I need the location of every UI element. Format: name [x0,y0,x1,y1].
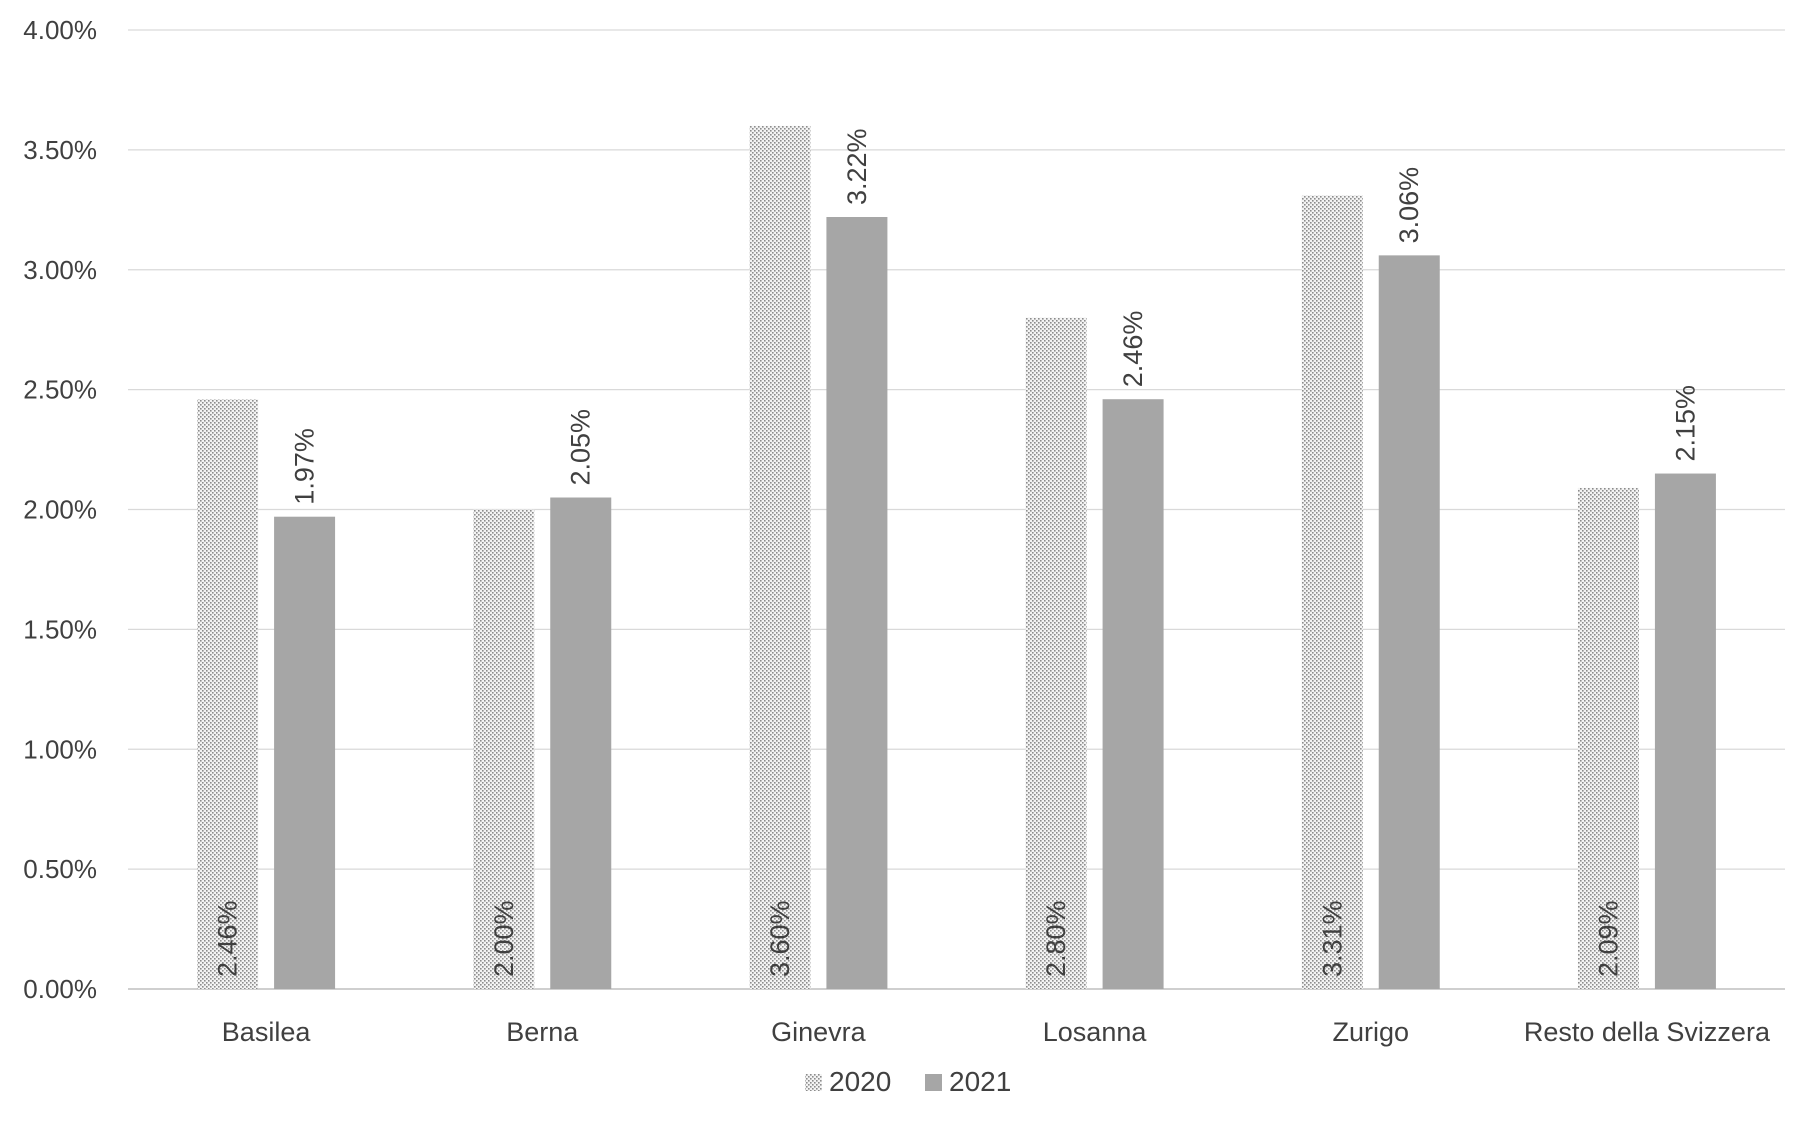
data-label: 2.46% [213,900,243,977]
data-labels: 2.46% 1.97% 2.00% 2.05% 3.60% 3.22% 2.80% 2.46%… [213,128,1701,977]
data-label: 3.31% [1317,900,1347,977]
data-label: 3.06% [1394,167,1424,244]
y-tick-label: 2.00% [23,495,97,525]
x-axis-ticks: Basilea Berna Ginevra Losanna Zurigo Resto de… [222,1017,1771,1047]
y-tick-label: 3.50% [23,135,97,165]
bar-2021-losanna [1102,399,1164,990]
data-label: 2.09% [1593,900,1623,977]
bar-2021-berna [550,497,612,989]
data-label: 2.80% [1041,900,1071,977]
bar-2020-basilea [197,399,259,990]
data-label: 2.15% [1670,385,1700,462]
y-tick-label: 0.50% [23,854,97,884]
legend-swatch-2020 [805,1074,822,1091]
gridlines [128,29,1785,990]
y-tick-label: 1.00% [23,734,97,764]
bar-2021-basilea [274,516,336,989]
data-label: 1.97% [290,428,320,505]
x-tick-label: Losanna [1043,1017,1148,1047]
x-tick-label: Zurigo [1332,1017,1409,1047]
data-label: 3.60% [765,900,795,977]
data-label: 2.05% [566,409,596,486]
data-label: 2.00% [489,900,519,977]
legend: 2020 2021 [805,1066,1011,1097]
bar-2021-resto-della-svizzera [1654,473,1716,990]
legend-label-2020: 2020 [829,1066,891,1097]
y-tick-label: 3.00% [23,255,97,285]
legend-label-2021: 2021 [949,1066,1011,1097]
data-label: 3.22% [842,128,872,205]
bar-2020-ginevra [749,125,811,989]
bar-2020-losanna [1025,317,1087,989]
bars [197,125,1716,990]
y-tick-label: 0.00% [23,974,97,1004]
x-tick-label: Resto della Svizzera [1524,1017,1771,1047]
y-tick-label: 1.50% [23,614,97,644]
bar-2021-ginevra [826,217,888,989]
data-label: 2.46% [1118,311,1148,388]
bar-2020-resto-della-svizzera [1577,487,1639,989]
legend-swatch-2021 [925,1074,942,1091]
bar-2020-zurigo [1301,195,1363,990]
bar-2021-zurigo [1378,255,1440,990]
x-tick-label: Basilea [222,1017,312,1047]
x-tick-label: Berna [506,1017,579,1047]
y-axis-ticks: 0.00% 0.50% 1.00% 1.50% 2.00% 2.50% 3.00% 3.50%… [23,15,97,1004]
bar-2020-berna [473,509,535,989]
y-tick-label: 4.00% [23,15,97,45]
x-tick-label: Ginevra [771,1017,867,1047]
y-tick-label: 2.50% [23,375,97,405]
